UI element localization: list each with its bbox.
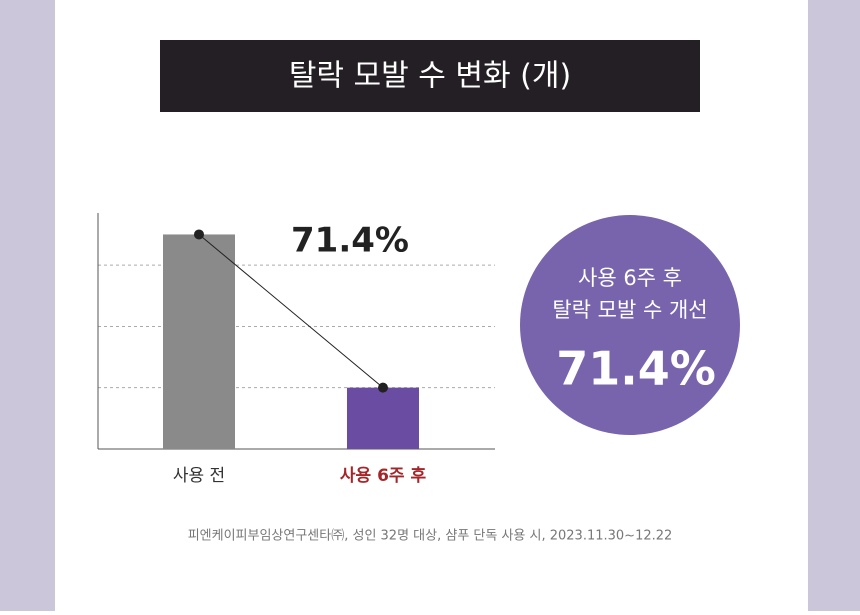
callout-text: 사용 6주 후 bbox=[578, 266, 682, 290]
trend-line bbox=[198, 234, 384, 389]
x-tick-label: 사용 6주 후 bbox=[340, 465, 427, 486]
footnote: 피엔케이피부임상연구센타㈜, 성인 32명 대상, 샴푸 단독 사용 시, 20… bbox=[188, 529, 673, 544]
bar bbox=[347, 387, 419, 449]
point bbox=[378, 382, 388, 393]
title-box bbox=[160, 40, 700, 112]
callout-circle bbox=[520, 215, 740, 435]
side-strip bbox=[0, 0, 55, 611]
side-strip bbox=[808, 0, 860, 611]
callout-value: 71.4% bbox=[556, 342, 716, 396]
chart-title: 탈락 모발 수 변화 (개) bbox=[289, 59, 571, 94]
bar bbox=[163, 234, 235, 449]
point bbox=[194, 229, 204, 240]
x-tick-label: 사용 전 bbox=[173, 466, 225, 486]
annotation: 71.4% bbox=[291, 221, 409, 261]
callout-text: 탈락 모발 수 개선 bbox=[552, 298, 707, 322]
